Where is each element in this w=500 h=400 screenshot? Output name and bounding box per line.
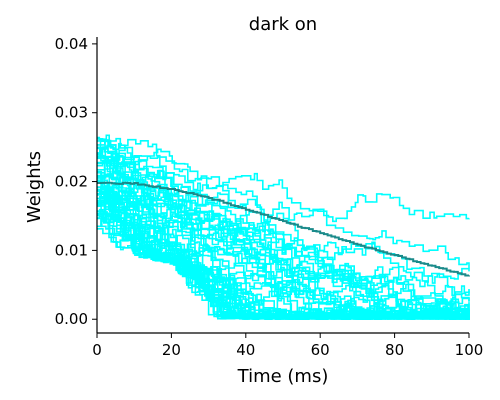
y-tick-label: 0.02 [55,173,88,191]
x-tick-label: 0 [92,341,102,359]
weight-trace [97,155,470,320]
weight-trace [97,139,470,319]
weight-trace [97,140,470,269]
weight-trace [97,146,470,320]
x-tick-label: 20 [162,341,181,359]
y-tick-label: 0.03 [55,104,88,122]
x-axis-ticks: 0 20 40 60 80 100 [92,333,483,359]
y-axis-label: Weights [24,151,45,223]
weight-trace [97,180,470,318]
weight-trace [97,153,470,305]
weight-trace [97,173,470,310]
x-tick-label: 80 [385,341,404,359]
mean-weight-layer [97,181,470,277]
y-tick-label: 0.04 [55,35,88,53]
weight-trace [97,160,470,320]
mean-weight-line [97,181,470,277]
y-axis-ticks: 0.00 0.01 0.02 0.03 0.04 [55,35,97,328]
x-tick-label: 100 [455,341,484,359]
x-tick-label: 60 [311,341,330,359]
chart-title: dark on [249,14,317,35]
weight-trace [97,136,470,319]
y-tick-label: 0.00 [55,310,88,328]
y-tick-label: 0.01 [55,241,88,259]
weight-trace [97,195,470,292]
weight-traces [97,134,470,320]
x-axis-label: Time (ms) [237,366,329,387]
x-tick-label: 40 [236,341,255,359]
